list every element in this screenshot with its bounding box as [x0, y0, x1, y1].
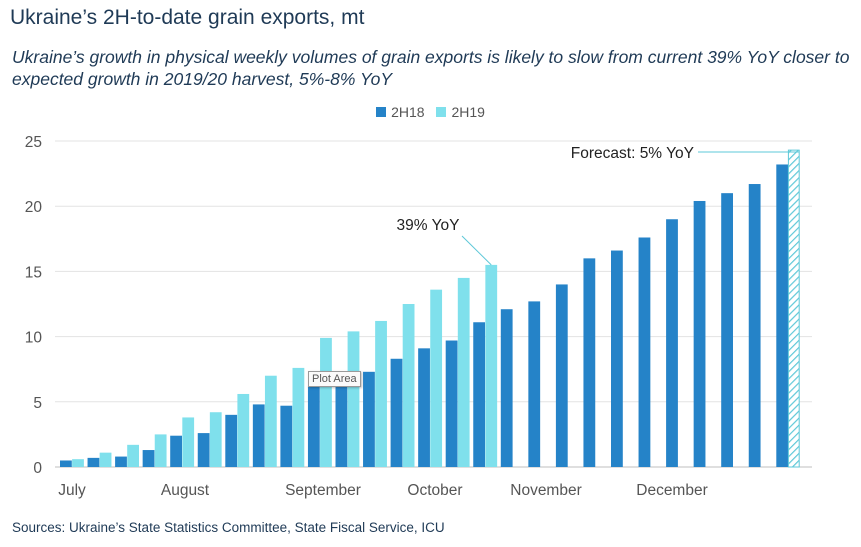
x-month-label: September — [285, 482, 361, 499]
chart-legend: 2H18 2H19 — [0, 104, 861, 120]
bar-2h18[interactable] — [528, 301, 541, 467]
bar-2h18[interactable] — [390, 358, 403, 467]
plot-area-tooltip: Plot Area — [308, 371, 361, 387]
bar-2h18[interactable] — [500, 309, 513, 467]
y-tick-label: 10 — [25, 330, 43, 347]
bar-2h19[interactable] — [347, 331, 360, 467]
bar-2h18[interactable] — [87, 457, 100, 467]
bar-2h18[interactable] — [307, 386, 320, 467]
bar-2h18[interactable] — [335, 378, 348, 467]
x-month-label: December — [636, 482, 708, 499]
bar-2h19[interactable] — [99, 452, 112, 467]
bar-2h18[interactable] — [225, 414, 238, 467]
bar-2h19[interactable] — [264, 375, 277, 467]
legend-label-2h19: 2H19 — [451, 104, 485, 120]
legend-item-2h19: 2H19 — [436, 104, 485, 120]
y-tick-label: 20 — [25, 199, 43, 216]
bar-2h18[interactable] — [142, 450, 155, 467]
annotation-forecast: Forecast: 5% YoY — [571, 145, 694, 162]
bar-2h19[interactable] — [457, 277, 470, 467]
y-tick-label: 5 — [33, 395, 42, 412]
bar-2h19[interactable] — [237, 393, 250, 467]
y-tick-label: 15 — [25, 264, 42, 281]
bar-2h19[interactable] — [292, 367, 305, 467]
bar-2h18[interactable] — [776, 164, 789, 468]
bar-2h19[interactable] — [72, 459, 84, 467]
bar-2h18[interactable] — [60, 460, 72, 467]
x-month-label: October — [407, 482, 462, 499]
bar-2h18[interactable] — [418, 348, 430, 467]
bar-2h19[interactable] — [209, 412, 222, 467]
bar-2h18[interactable] — [693, 200, 706, 467]
bar-2h18[interactable] — [280, 405, 293, 467]
bar-2h19[interactable] — [430, 289, 443, 467]
y-tick-label: 25 — [25, 134, 42, 151]
bar-2h18[interactable] — [555, 284, 568, 467]
legend-swatch-2h19 — [436, 107, 447, 117]
bar-2h19[interactable] — [320, 337, 332, 467]
legend-item-2h18: 2H18 — [376, 104, 425, 120]
bar-2h18[interactable] — [115, 456, 127, 467]
x-month-label: November — [510, 482, 582, 499]
legend-label-2h18: 2H18 — [391, 104, 425, 120]
annotation-leader-39 — [461, 235, 492, 266]
bar-2h19[interactable] — [375, 320, 387, 467]
bar-2h19[interactable] — [127, 444, 139, 467]
bar-2h18[interactable] — [363, 371, 375, 467]
bar-2h19[interactable] — [182, 417, 195, 467]
bar-2h18[interactable] — [611, 250, 623, 467]
bar-2h18[interactable] — [748, 184, 761, 468]
x-month-label: July — [58, 482, 86, 499]
bar-2h18[interactable] — [197, 433, 210, 467]
bar-2h19[interactable] — [154, 434, 167, 467]
annotation-39-yoy: 39% YoY — [397, 217, 460, 234]
chart-subtitle: Ukraine’s growth in physical weekly volu… — [12, 47, 850, 89]
bar-2h19[interactable] — [402, 304, 415, 467]
bar-2h18[interactable] — [170, 435, 182, 467]
source-note: Sources: Ukraine’s State Statistics Comm… — [12, 520, 445, 535]
legend-swatch-2h18 — [376, 107, 387, 117]
bar-2h18[interactable] — [445, 340, 458, 467]
bar-forecast[interactable] — [787, 149, 800, 468]
bar-2h18[interactable] — [638, 237, 651, 467]
bar-2h18[interactable] — [473, 322, 486, 467]
chart-title: Ukraine’s 2H-to-date grain exports, mt — [10, 6, 365, 29]
bar-2h18[interactable] — [666, 219, 678, 467]
bar-2h18[interactable] — [583, 258, 596, 467]
bar-2h18[interactable] — [721, 193, 733, 467]
y-tick-label: 0 — [33, 460, 42, 477]
bar-2h19[interactable] — [485, 264, 498, 467]
x-month-label: August — [161, 482, 210, 499]
bar-2h18[interactable] — [252, 404, 265, 467]
